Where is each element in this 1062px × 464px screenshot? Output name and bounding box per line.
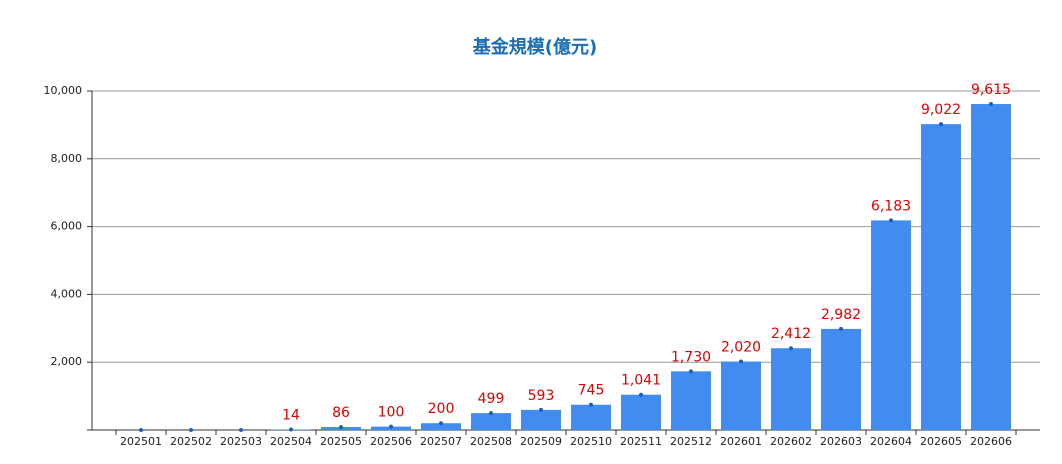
- x-tick-label: 202603: [820, 435, 862, 448]
- y-tick-label: 10,000: [44, 84, 83, 97]
- value-label: 499: [478, 391, 505, 407]
- x-tick-label: 202506: [370, 435, 412, 448]
- bar: [721, 362, 761, 430]
- value-label: 100: [378, 405, 405, 421]
- y-tick-label: 6,000: [51, 220, 83, 233]
- x-tick-label: 202509: [520, 435, 562, 448]
- bar-marker: [339, 425, 343, 429]
- bar-marker: [839, 327, 843, 331]
- bar-marker: [689, 369, 693, 373]
- bar: [521, 410, 561, 430]
- bar-marker: [939, 122, 943, 126]
- x-tick-label: 202501: [120, 435, 162, 448]
- value-label: 200: [428, 401, 455, 417]
- x-tick-label: 202605: [920, 435, 962, 448]
- y-tick-label: 8,000: [51, 152, 83, 165]
- y-tick-label: 4,000: [51, 287, 83, 300]
- bar: [621, 395, 661, 430]
- bar-marker: [989, 102, 993, 106]
- bar: [871, 220, 911, 430]
- bar: [921, 124, 961, 430]
- x-tick-label: 202504: [270, 435, 312, 448]
- bar-marker: [789, 346, 793, 350]
- value-label: 2,982: [821, 307, 861, 323]
- x-tick-label: 202508: [470, 435, 512, 448]
- bar-marker: [139, 428, 143, 432]
- x-tick-label: 202505: [320, 435, 362, 448]
- bar-marker: [439, 421, 443, 425]
- bar: [471, 413, 511, 430]
- x-tick-label: 202602: [770, 435, 812, 448]
- x-tick-label: 202507: [420, 435, 462, 448]
- bar: [771, 348, 811, 430]
- value-label: 2,020: [721, 340, 761, 356]
- value-label: 14: [282, 408, 300, 424]
- value-label: 86: [332, 405, 350, 421]
- x-tick-label: 202503: [220, 435, 262, 448]
- bar: [671, 371, 711, 430]
- bar-marker: [589, 403, 593, 407]
- x-tick-label: 202510: [570, 435, 612, 448]
- bar-marker: [189, 428, 193, 432]
- bar: [571, 405, 611, 430]
- bar-marker: [539, 408, 543, 412]
- value-label: 9,022: [921, 102, 961, 118]
- chart-title: 基金規模(億元): [472, 36, 597, 58]
- x-tick-label: 202502: [170, 435, 212, 448]
- x-tick-label: 202601: [720, 435, 762, 448]
- bar-marker: [739, 360, 743, 364]
- value-label: 593: [528, 388, 555, 404]
- value-label: 1,041: [621, 373, 661, 389]
- bar-marker: [489, 411, 493, 415]
- bar-marker: [389, 425, 393, 429]
- bar-marker: [289, 428, 293, 432]
- x-tick-label: 202511: [620, 435, 662, 448]
- value-label: 9,615: [971, 82, 1011, 98]
- value-label: 2,412: [771, 326, 811, 342]
- value-label: 745: [578, 383, 605, 399]
- bar-marker: [239, 428, 243, 432]
- bar-marker: [639, 393, 643, 397]
- bar: [821, 329, 861, 430]
- value-label: 6,183: [871, 198, 911, 214]
- bar-marker: [889, 218, 893, 222]
- bar: [971, 104, 1011, 430]
- x-tick-label: 202606: [970, 435, 1012, 448]
- x-tick-label: 202604: [870, 435, 912, 448]
- y-tick-label: 2,000: [51, 355, 83, 368]
- x-tick-label: 202512: [670, 435, 712, 448]
- value-label: 1,730: [671, 349, 711, 365]
